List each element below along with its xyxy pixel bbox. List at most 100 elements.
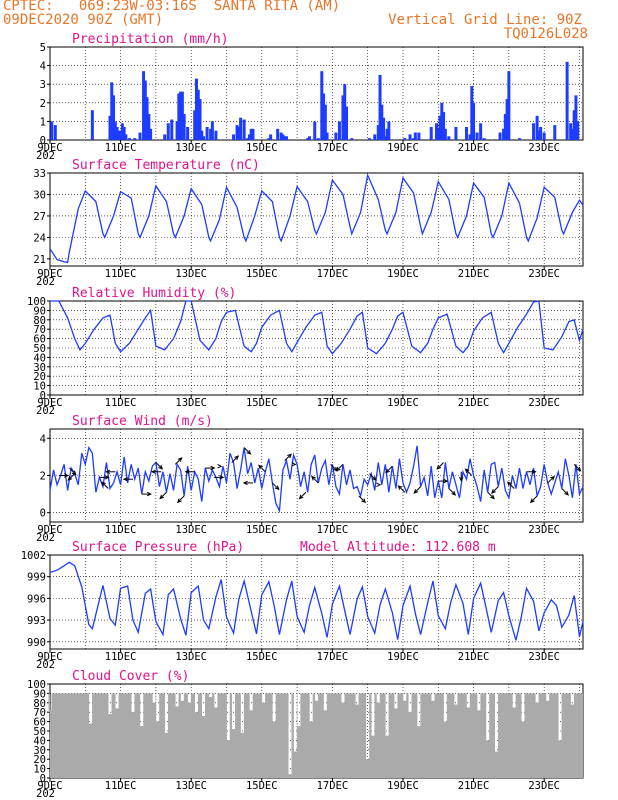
wind-arrow [155,462,163,470]
x-tick-label: 19DEC [387,524,419,536]
x-tick-label: 11DEC [105,651,137,663]
x-tick-label: 13DEC [175,397,207,409]
wind-arrow-head [564,490,569,496]
cloud-cover-bar [315,700,318,703]
wind-arrow [311,476,319,484]
wind-arrow-head [311,475,316,481]
wind-arrow-head [217,464,223,469]
wind-arrow [69,467,77,475]
precip-bar [475,132,479,140]
y-tick-label: 0 [40,135,46,147]
wind-arrow [231,455,239,463]
cloud-cover-bar [444,721,447,724]
precip-bar [320,71,324,140]
precip-bar [182,113,186,140]
precip-bar [269,134,273,140]
precip-bar [149,128,153,140]
precip-bar [380,104,384,140]
precip-bar [482,138,486,140]
cloud-cover-bar [156,721,159,724]
precip-bar [267,138,271,140]
precip-bar [127,138,131,140]
cloud-cover-bar [262,702,265,705]
precip-bar [539,126,543,140]
x-tick-label: 15DEC [246,268,278,280]
wind-arrow [547,476,555,484]
precip-bar [198,99,202,140]
y-tick-label: 0 [40,390,46,402]
cloud-cover-bar [214,707,217,710]
x-tick-label: 21DEC [458,397,490,409]
cloud-cover-bar [181,700,184,703]
precip-bar [166,123,170,140]
y-tick-label: 21 [33,254,46,266]
precip-bar [110,82,114,140]
cloud-cover-bar [209,697,212,700]
cloud-cover-bar [477,710,480,713]
wind-arrow [67,473,76,481]
precip-bar [180,91,184,140]
y-tick-label: 50 [33,726,46,738]
year-stub: 202 [36,659,55,671]
cloud-cover-bar [394,708,397,711]
precip-bar [447,136,451,140]
x-tick-label: 15DEC [246,780,278,792]
precip-bar [235,125,239,140]
precip-bar [210,121,214,140]
cloud-cover-bar [294,751,297,754]
precip-bar [387,121,391,140]
precip-bar [440,102,444,140]
y-tick-label: 10 [33,764,46,776]
y-tick-label: 80 [33,698,46,710]
precip-bar [209,128,213,140]
precip-bar [517,138,521,140]
y-tick-label: 1 [40,116,46,128]
x-tick-label: 23DEC [528,651,560,663]
precip-bar [322,93,326,140]
x-tick-label: 17DEC [317,651,349,663]
x-tick-label: 19DEC [387,397,419,409]
y-tick-label: 33 [33,168,46,180]
x-tick-label: 9DEC [37,397,62,409]
y-tick-label: 4 [40,433,46,445]
cloud-cover-bar [559,740,562,743]
cloud-cover-bar [195,712,198,715]
precip-bar [503,113,507,140]
precip-bar [337,121,341,140]
y-tick-label: 40 [33,735,46,747]
x-tick-label: 19DEC [387,780,419,792]
year-stub: 202 [36,532,55,544]
precip-bar [170,119,174,140]
precip-bar [120,123,124,140]
y-tick-label: 27 [33,211,46,223]
precip-bar [472,102,476,140]
precip-bar [163,134,167,140]
wind-arrow-head [385,468,390,474]
wind-arrow-head [71,470,77,476]
precip-bar [413,132,417,140]
x-tick-label: 17DEC [317,397,349,409]
x-tick-label: 23DEC [528,142,560,154]
panel-title: Cloud Cover (%) [72,669,189,684]
wind-arrow [159,491,167,499]
panel-title: Surface Pressure (hPa) [72,540,244,555]
panel-1: 21 24 27 30 33 9DEC 11DEC 13DEC 15DEC 17DEC 19DEC 2… [33,158,584,288]
precip-bar [576,121,580,140]
y-tick-label: 70 [33,324,46,336]
wind-arrow [330,463,338,472]
x-tick-label: 9DEC [37,142,62,154]
year-stub: 202 [36,150,55,162]
precip-bar [138,132,142,140]
wind-arrow [284,453,292,461]
cloud-cover-bar [356,704,359,707]
precip-bar [442,112,446,140]
wind-arrow [530,495,538,503]
cloud-cover-bar [116,708,119,711]
cloud-cover-bar [131,712,134,715]
precip-bar [237,126,241,140]
plot-frame [49,172,584,267]
wind-arrow [358,495,366,503]
x-tick-label: 19DEC [387,268,419,280]
precip-bar [90,110,94,140]
